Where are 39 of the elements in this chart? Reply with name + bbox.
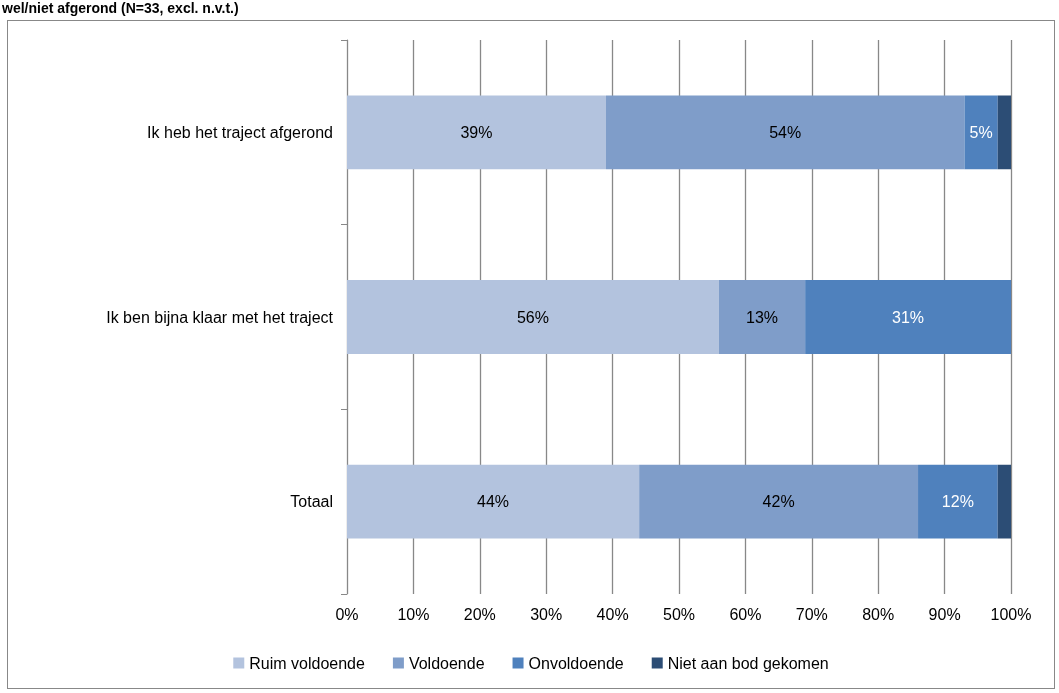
x-tick-label: 0% [335,605,359,623]
bar [805,280,1011,354]
legend-label: Niet aan bod gekomen [667,654,829,672]
x-tick-label: 50% [662,605,696,623]
data-label: 39% [460,123,493,141]
x-tick-label: 70% [795,605,828,623]
bar [605,95,965,170]
bar [997,95,1011,170]
bar [964,95,998,170]
bar [639,464,919,539]
x-tick-label: 60% [729,605,762,623]
legend-label: Onvoldoende [528,654,624,672]
data-label: 5% [969,123,993,141]
x-tick-label: 10% [397,605,430,623]
y-tick-label: Ik ben bijna klaar met het traject [106,308,334,326]
data-label: 56% [516,308,549,326]
data-label: 12% [941,493,974,511]
x-tick-label: 30% [530,605,563,623]
y-tick-label: Ik heb het traject afgerond [147,123,333,141]
x-tick-label: 80% [862,605,895,623]
legend-label: Ruim voldoende [249,654,365,672]
x-tick-label: 90% [928,605,961,623]
bar [347,280,719,354]
bar [997,464,1011,539]
x-tick-label: 20% [463,605,496,623]
y-tick-label: Totaal [290,493,333,511]
text: wel/niet afgerond (N=33, excl. n.v.t.) [2,0,239,16]
bar [347,95,606,170]
data-label: 42% [762,493,795,511]
x-tick-label: 40% [596,605,629,623]
bar [718,280,806,354]
x-tick-label: 100% [990,605,1032,623]
legend-label: Voldoende [408,654,485,672]
data-label: 31% [892,308,925,326]
bar [347,464,640,539]
data-label: 54% [769,123,802,141]
bar [918,464,998,539]
data-label: 13% [745,308,779,326]
data-label: 44% [477,493,510,511]
